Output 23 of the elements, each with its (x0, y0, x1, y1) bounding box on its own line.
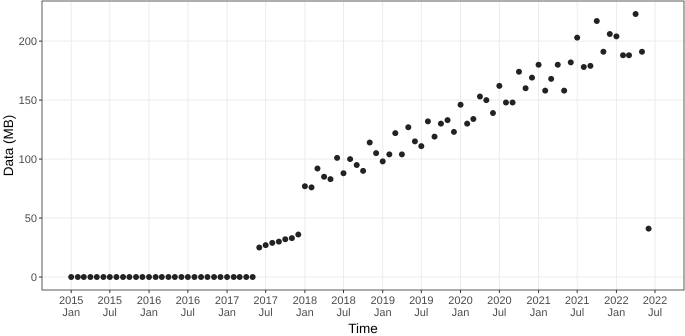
x-tick-label: 2019 Jul (409, 295, 434, 319)
x-tick-label: 2017 Jan (214, 295, 240, 319)
y-tick-label: 200 (18, 36, 37, 48)
x-axis-title: Time (348, 321, 378, 336)
y-tick-label: 150 (18, 94, 37, 107)
x-tick-label: 2022 Jan (604, 295, 629, 319)
x-tick-label: 2017 Jul (253, 295, 278, 319)
x-tick-label: 2021 Jan (526, 295, 551, 319)
x-tick-label: 2015 Jul (98, 295, 122, 319)
x-tick-label: 2015 Jan (58, 295, 84, 319)
x-tick-label: 2021 Jul (564, 295, 590, 319)
x-tick-label: 2020 Jul (487, 295, 512, 319)
x-tick-label: 2020 Jan (448, 295, 473, 319)
x-tick-label: 2018 Jan (292, 295, 318, 319)
y-axis-title: Data (MB) (1, 114, 16, 176)
x-tick-label: 2018 Jul (331, 295, 356, 319)
y-tick-label: 50 (24, 212, 37, 225)
x-tick-label: 2016 Jul (176, 295, 200, 319)
y-tick-label: 0 (30, 272, 37, 284)
x-tick-label: 2022 Jul (642, 295, 668, 319)
y-tick-label: 100 (18, 154, 37, 166)
x-tick-label: 2019 Jan (370, 295, 395, 319)
x-tick-label: 2016 Jan (136, 295, 162, 319)
